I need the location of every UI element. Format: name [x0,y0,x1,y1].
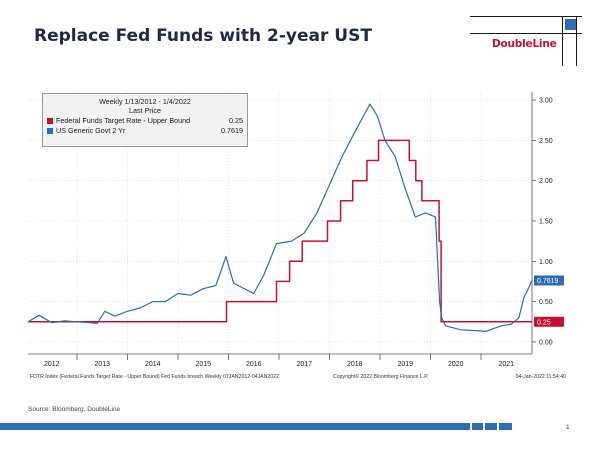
bottom-right-note: 04-Jan-2022 11:54:40 [516,374,566,380]
x-tick-label: 2019 [397,361,413,368]
y-tick-label: 0.50 [539,299,553,306]
legend: Weekly 1/13/2012 - 1/4/2022 Last Price F… [42,93,248,147]
series-layer [28,103,533,332]
bottom-left-note: FDTR Index (Federal Funds Target Rate - … [30,374,279,380]
legend-swatch-fed-funds [47,118,53,124]
x-tick-label: 2013 [94,361,110,368]
axes [28,92,536,360]
legend-title: Weekly 1/13/2012 - 1/4/2022 [99,97,191,106]
slide-title: Replace Fed Funds with 2-year UST [34,26,372,46]
labels: 0.00 0.50 1.00 1.50 2.00 2.50 3.00 2012 2013 2014… [30,98,566,380]
x-tick-label: 2016 [246,361,262,368]
y-tick-label: 0.00 [539,339,553,346]
last-price-tag-fed-funds [534,316,564,327]
x-tick-label: 2020 [448,361,464,368]
legend-name-fed-funds: Federal Funds Target Rate - Upper Bound [56,116,191,125]
doubleline-logo: DoubleLine [470,16,582,66]
x-tick-label: 2017 [296,361,312,368]
legend-name-ust-2yr: US Generic Govt 2 Yr [56,126,126,135]
legend-entry-fed-funds: Federal Funds Target Rate - Upper Bound … [47,116,243,126]
x-tick-label: 2014 [145,361,161,368]
page-number: 1 [566,424,570,431]
legend-entry-ust-2yr: US Generic Govt 2 Yr 0.7619 [47,126,243,136]
legend-value-ust-2yr: 0.7619 [221,126,243,135]
last-price-label-ust-2yr: 0.7619 [537,278,559,285]
legend-value-fed-funds: 0.25 [229,116,243,125]
x-tick-label: 2018 [347,361,363,368]
series-line-fed-funds [28,139,532,323]
y-tick-label: 2.50 [539,138,553,145]
y-tick-label: 2.00 [539,178,553,185]
x-tick-label: 2012 [44,361,60,368]
series-line-ust-2yr [28,103,533,332]
bottom-center-note: Copyright© 2022 Bloomberg Finance L.P. [333,373,428,380]
legend-swatch-ust-2yr [47,128,53,134]
last-price-tag-ust-2yr [534,275,564,286]
legend-subtitle: Last Price [129,106,161,115]
x-tick-label: 2021 [498,361,514,368]
source-note: Source: Bloomberg, DoubleLine [28,406,121,413]
last-price-label-fed-funds: 0.25 [537,319,551,326]
y-tick-label: 3.00 [539,98,553,105]
x-tick-label: 2015 [195,361,211,368]
logo-text: DoubleLine [492,38,557,50]
footer-bar [0,423,512,430]
y-tick-label: 1.50 [539,218,553,225]
y-tick-label: 1.00 [539,259,553,266]
